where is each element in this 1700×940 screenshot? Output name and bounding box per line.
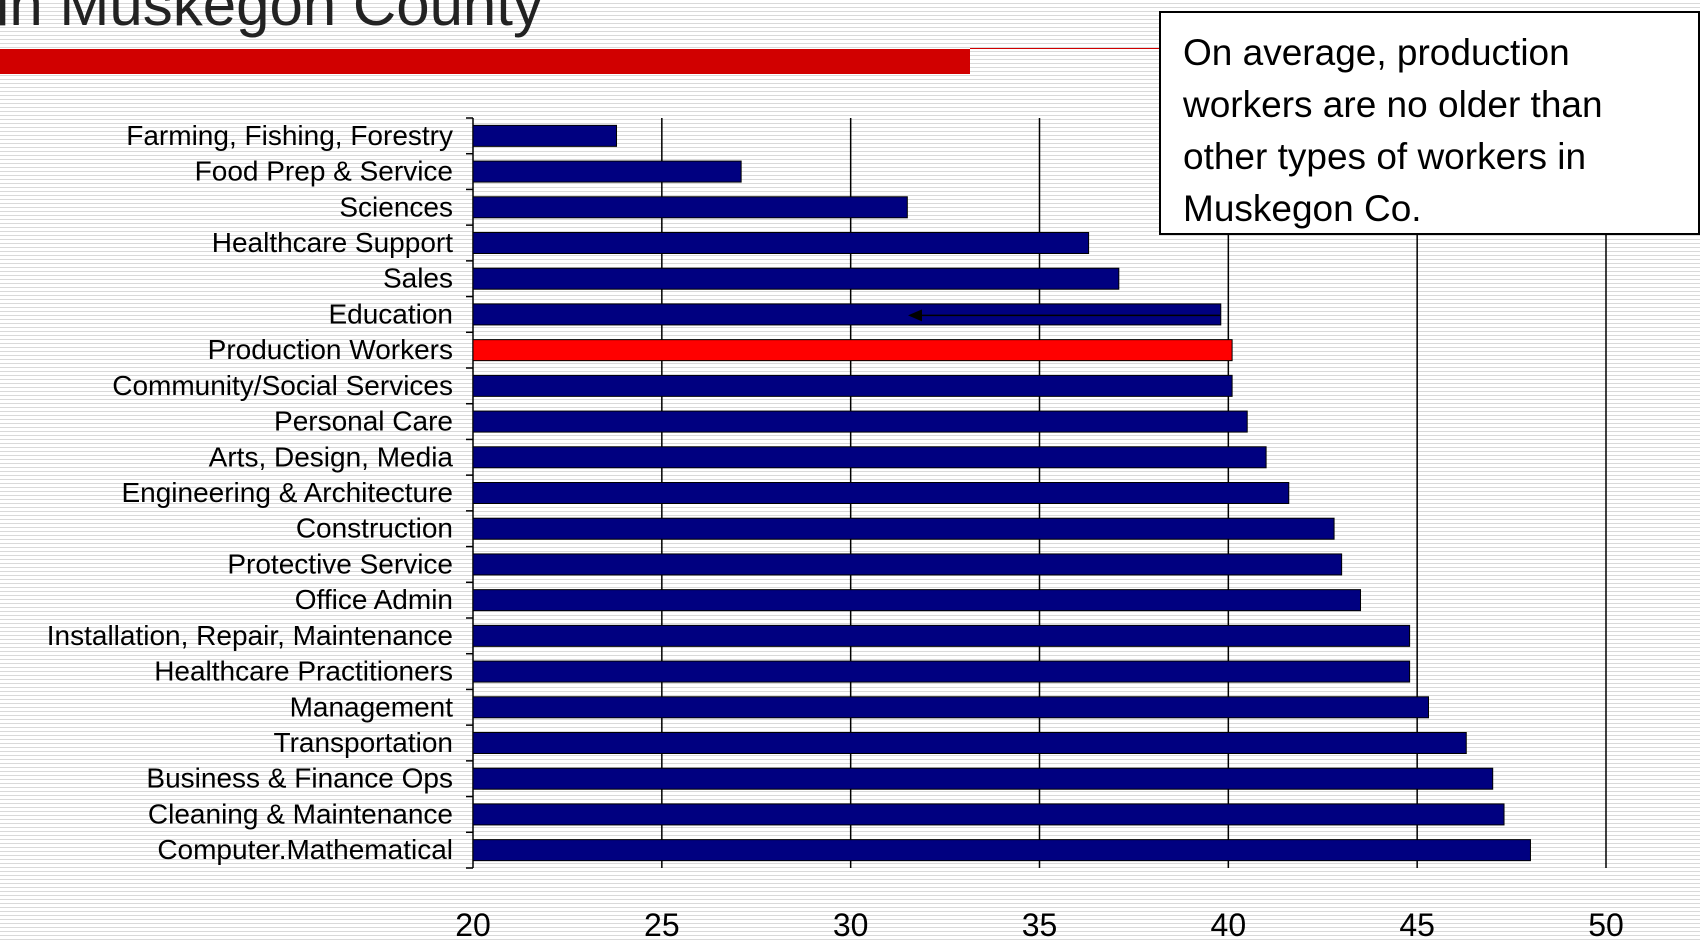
category-label: Installation, Repair, Maintenance [47, 620, 453, 651]
bar [472, 553, 1343, 576]
category-label: Community/Social Services [112, 370, 453, 401]
bar [472, 732, 1467, 754]
x-tick-label: 45 [1399, 907, 1435, 940]
category-label: Office Admin [295, 584, 453, 615]
category-label: Sciences [339, 191, 453, 222]
bar [472, 446, 1267, 469]
bar [472, 303, 1222, 326]
category-label: Engineering & Architecture [121, 477, 453, 508]
bar [472, 160, 742, 183]
category-label: Personal Care [274, 406, 453, 437]
bar [472, 624, 1411, 647]
bar [472, 410, 1248, 433]
x-tick-label: 50 [1588, 907, 1624, 940]
slide-title: in Muskegon County [0, 0, 543, 38]
category-label: Construction [296, 513, 453, 544]
category-label: Healthcare Practitioners [154, 656, 453, 687]
bar [472, 374, 1233, 397]
category-label: Farming, Fishing, Forestry [126, 120, 453, 151]
callout-arrowhead [908, 309, 922, 322]
x-tick-label: 20 [455, 907, 491, 940]
category-label: Healthcare Support [212, 227, 453, 258]
title-accent-bar [0, 49, 970, 74]
category-label: Business & Finance Ops [146, 763, 453, 794]
bar [472, 696, 1429, 719]
bar [472, 589, 1362, 612]
bar [472, 232, 1090, 254]
category-label: Sales [383, 263, 453, 294]
x-tick-label: 40 [1211, 907, 1247, 940]
category-label: Production Workers [208, 334, 453, 365]
bar [472, 196, 908, 219]
callout-box: On average, production workers are no ol… [1159, 11, 1700, 235]
bar [472, 660, 1411, 683]
bar [472, 517, 1335, 540]
category-label: Education [328, 298, 453, 329]
bar [472, 124, 618, 147]
category-label: Cleaning & Maintenance [148, 798, 453, 829]
bar [472, 839, 1531, 862]
bar [472, 767, 1494, 790]
x-tick-label: 25 [644, 907, 680, 940]
category-label: Transportation [274, 727, 454, 758]
bar [472, 482, 1290, 504]
category-label: Food Prep & Service [195, 156, 453, 187]
category-label: Management [290, 691, 454, 722]
x-tick-label: 35 [1022, 907, 1058, 940]
title-accent-line [970, 48, 1170, 49]
x-tick-label: 30 [833, 907, 869, 940]
category-label: Arts, Design, Media [209, 441, 454, 472]
bar [472, 803, 1505, 826]
category-label: Protective Service [227, 548, 453, 579]
category-label: Computer.Mathematical [157, 834, 453, 865]
bar-highlight [472, 339, 1233, 362]
bar [472, 267, 1120, 290]
